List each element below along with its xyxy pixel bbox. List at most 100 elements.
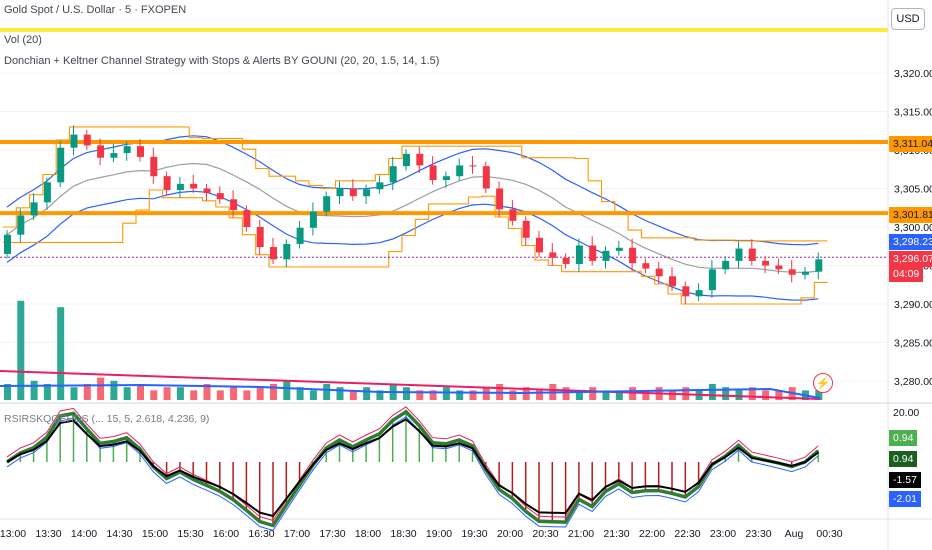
volume-bar (642, 390, 650, 400)
volume-bar (190, 390, 198, 400)
candle (30, 202, 38, 216)
volume-bar (270, 384, 277, 400)
volume-bar (70, 387, 78, 400)
symbol-title[interactable]: Gold Spot / U.S. Dollar · 5 · FXOPEN (4, 4, 187, 16)
candle (176, 183, 184, 191)
volume-bar (309, 390, 317, 400)
oscillator-top-tick: 20.00 (893, 407, 920, 419)
candle (283, 243, 291, 260)
price-tick-label: 3,280.00 (894, 376, 932, 388)
candle (57, 147, 65, 183)
keltner-upper-tag: 3,298.23 (889, 234, 932, 250)
candle (163, 176, 171, 191)
price-tick-label: 3,305.00 (894, 184, 932, 196)
time-tick-label: 19:00 (426, 528, 452, 540)
candle (669, 276, 676, 287)
candle (336, 188, 344, 197)
volume-bar (256, 387, 264, 400)
candle (376, 182, 384, 190)
time-tick-label: 18:30 (390, 528, 416, 540)
candle (708, 269, 716, 291)
candle (456, 165, 464, 177)
volume-bar (735, 390, 743, 400)
candle (190, 183, 198, 189)
time-tick-label: 16:00 (213, 528, 239, 540)
candle (589, 245, 597, 261)
volume-bar (762, 390, 770, 400)
time-tick-label: 13:00 (0, 528, 26, 540)
candle (682, 286, 690, 297)
candle (735, 248, 743, 261)
volume-bar (429, 390, 437, 400)
candle (655, 268, 663, 277)
volume-ma2-line (0, 383, 821, 399)
time-tick-label: 23:30 (745, 528, 771, 540)
upper-level-tag: 3,311.04 (889, 136, 932, 152)
volume-bar (562, 387, 570, 400)
volume-bar (376, 390, 384, 400)
time-tick-label: 17:30 (319, 528, 345, 540)
countdown-tag: 04:09 (889, 266, 924, 282)
volume-bar (203, 384, 211, 400)
volume-bar (722, 387, 730, 400)
candle (748, 248, 756, 261)
candle (70, 134, 78, 148)
candle (722, 260, 730, 270)
time-tick-label: 18:00 (355, 528, 381, 540)
candle (123, 146, 131, 154)
volume-bar (57, 307, 65, 400)
candle (429, 165, 437, 181)
candle (575, 245, 583, 264)
oscillator-legend[interactable]: RSIRSKQQEHDS (... 15, 5, 2.618, 4.236, 9… (4, 413, 210, 425)
currency-button[interactable]: USD (891, 8, 925, 30)
time-tick-label: 20:30 (532, 528, 558, 540)
volume-bar (163, 387, 171, 400)
candle (203, 188, 211, 194)
candle (17, 215, 25, 235)
osc-lower-line (6, 416, 819, 531)
volume-ma-line (0, 370, 821, 400)
price-tick-label: 3,320.00 (894, 68, 932, 80)
time-tick-label: 15:30 (177, 528, 203, 540)
volume-bar (296, 387, 304, 400)
volume-bar (669, 390, 676, 400)
candle (4, 234, 11, 254)
candle (562, 257, 570, 264)
time-tick-label: 21:00 (568, 528, 594, 540)
lower-level-tag: 3,301.81 (889, 207, 932, 223)
candle (323, 196, 331, 212)
volume-bar (416, 390, 424, 400)
candle (110, 153, 118, 158)
osc-tag-1: 0.94 (889, 430, 918, 446)
osc-tag-3: -1.57 (889, 472, 921, 488)
price-tick-label: 3,300.00 (894, 222, 932, 234)
volume-bar (336, 387, 344, 400)
price-tick-label: 3,315.00 (894, 107, 932, 119)
volume-legend[interactable]: Vol (20) (4, 34, 42, 46)
strategy-legend[interactable]: Donchian + Keltner Channel Strategy with… (4, 55, 440, 67)
volume-bar (230, 387, 238, 400)
candle (389, 166, 397, 183)
price-tick-label: 3,285.00 (894, 338, 932, 350)
volume-bar (536, 390, 543, 400)
candle (615, 247, 623, 251)
volume-bar (815, 390, 823, 400)
candle (815, 259, 823, 272)
volume-bar (442, 387, 450, 400)
volume-bar (363, 387, 371, 400)
osc-tag-4: -2.01 (889, 491, 921, 507)
candle (788, 269, 796, 275)
candle (496, 188, 504, 210)
volume-bar (176, 387, 184, 400)
volume-bar (43, 384, 51, 400)
time-tick-label: 22:30 (674, 528, 700, 540)
time-tick-label: 14:30 (106, 528, 132, 540)
volume-bar (30, 380, 38, 400)
volume-bar (748, 387, 756, 400)
osc-tag-2: 0.94 (889, 451, 918, 467)
candle (230, 199, 238, 211)
donchian-lower-line (3, 189, 828, 305)
time-tick-label: 14:00 (71, 528, 97, 540)
lightning-icon[interactable]: ⚡ (813, 373, 833, 393)
